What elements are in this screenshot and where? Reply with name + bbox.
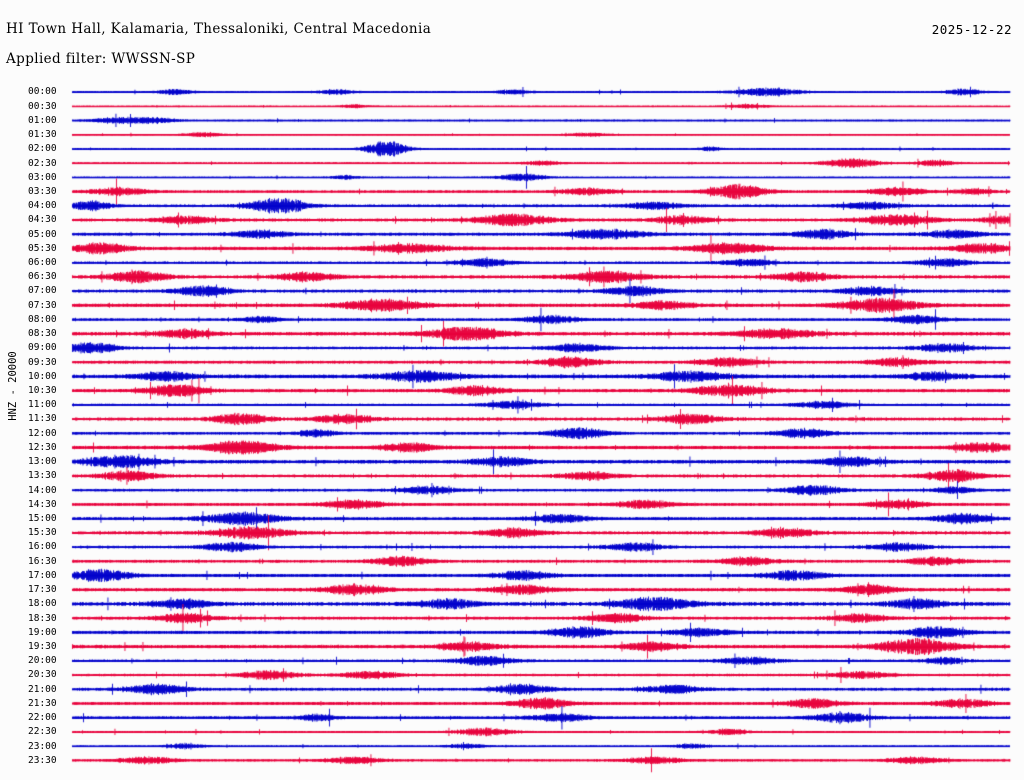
- time-tick-label: 23:30: [28, 754, 57, 766]
- time-tick-label: 21:30: [28, 697, 57, 709]
- time-tick-label: 22:30: [28, 726, 57, 738]
- time-tick-label: 17:30: [28, 584, 57, 596]
- time-tick-label: 19:00: [28, 626, 57, 638]
- time-tick-label: 21:00: [28, 683, 57, 695]
- time-tick-label: 02:00: [28, 143, 57, 155]
- time-tick-label: 00:30: [28, 100, 57, 112]
- time-tick-label: 22:00: [28, 712, 57, 724]
- time-tick-label: 05:00: [28, 228, 57, 240]
- time-tick-label: 14:00: [28, 484, 57, 496]
- applied-filter-label: Applied filter: WWSSN-SP: [6, 51, 196, 67]
- time-tick-label: 06:30: [28, 271, 57, 283]
- time-tick-label: 12:30: [28, 441, 57, 453]
- time-tick-label: 07:00: [28, 285, 57, 297]
- time-tick-label: 09:00: [28, 342, 57, 354]
- time-tick-label: 03:00: [28, 171, 57, 183]
- time-tick-label: 20:30: [28, 669, 57, 681]
- time-tick-label: 01:30: [28, 129, 57, 141]
- time-tick-label: 06:00: [28, 257, 57, 269]
- time-tick-label: 04:00: [28, 200, 57, 212]
- time-tick-label: 15:00: [28, 513, 57, 524]
- time-tick-label: 13:30: [28, 470, 57, 482]
- page-title: HI Town Hall, Kalamaria, Thessaloniki, C…: [6, 21, 432, 37]
- time-tick-label: 11:30: [28, 413, 57, 425]
- time-tick-label: 11:00: [28, 399, 57, 411]
- time-tick-label: 01:00: [28, 114, 57, 126]
- time-tick-label: 08:00: [28, 313, 57, 325]
- time-tick-label: 16:00: [28, 541, 57, 553]
- time-tick-label: 10:30: [28, 385, 57, 397]
- time-tick-label: 20:00: [28, 655, 57, 667]
- time-tick-label: 19:30: [28, 640, 57, 652]
- helicorder-plot: 00:00 00:30 01:00 01:30 02:00 02:30 03:00 03:30…: [0, 78, 1024, 778]
- time-tick-label: 12:00: [28, 427, 57, 439]
- time-tick-label: 18:30: [28, 612, 57, 624]
- time-tick-label: 03:30: [28, 185, 57, 197]
- seismogram-traces: [0, 78, 1024, 778]
- time-tick-label: 02:30: [28, 157, 57, 169]
- time-tick-label: 23:00: [28, 740, 57, 752]
- time-tick-label: 13:00: [28, 456, 57, 468]
- time-tick-label: 15:30: [28, 527, 57, 539]
- time-tick-label: 17:00: [28, 569, 57, 581]
- time-tick-label: 16:30: [28, 555, 57, 567]
- time-tick-label: 04:30: [28, 214, 57, 226]
- time-tick-label: 07:30: [28, 299, 57, 311]
- time-tick-label: 18:00: [28, 598, 57, 610]
- time-tick-label: 08:30: [28, 328, 57, 340]
- record-date: 2025-12-22: [931, 22, 1012, 37]
- time-tick-label: 10:00: [28, 370, 57, 382]
- time-tick-label: 14:30: [28, 498, 57, 510]
- time-tick-label: 05:30: [28, 242, 57, 254]
- time-tick-label: 09:30: [28, 356, 57, 368]
- time-tick-label: 00:00: [28, 86, 57, 98]
